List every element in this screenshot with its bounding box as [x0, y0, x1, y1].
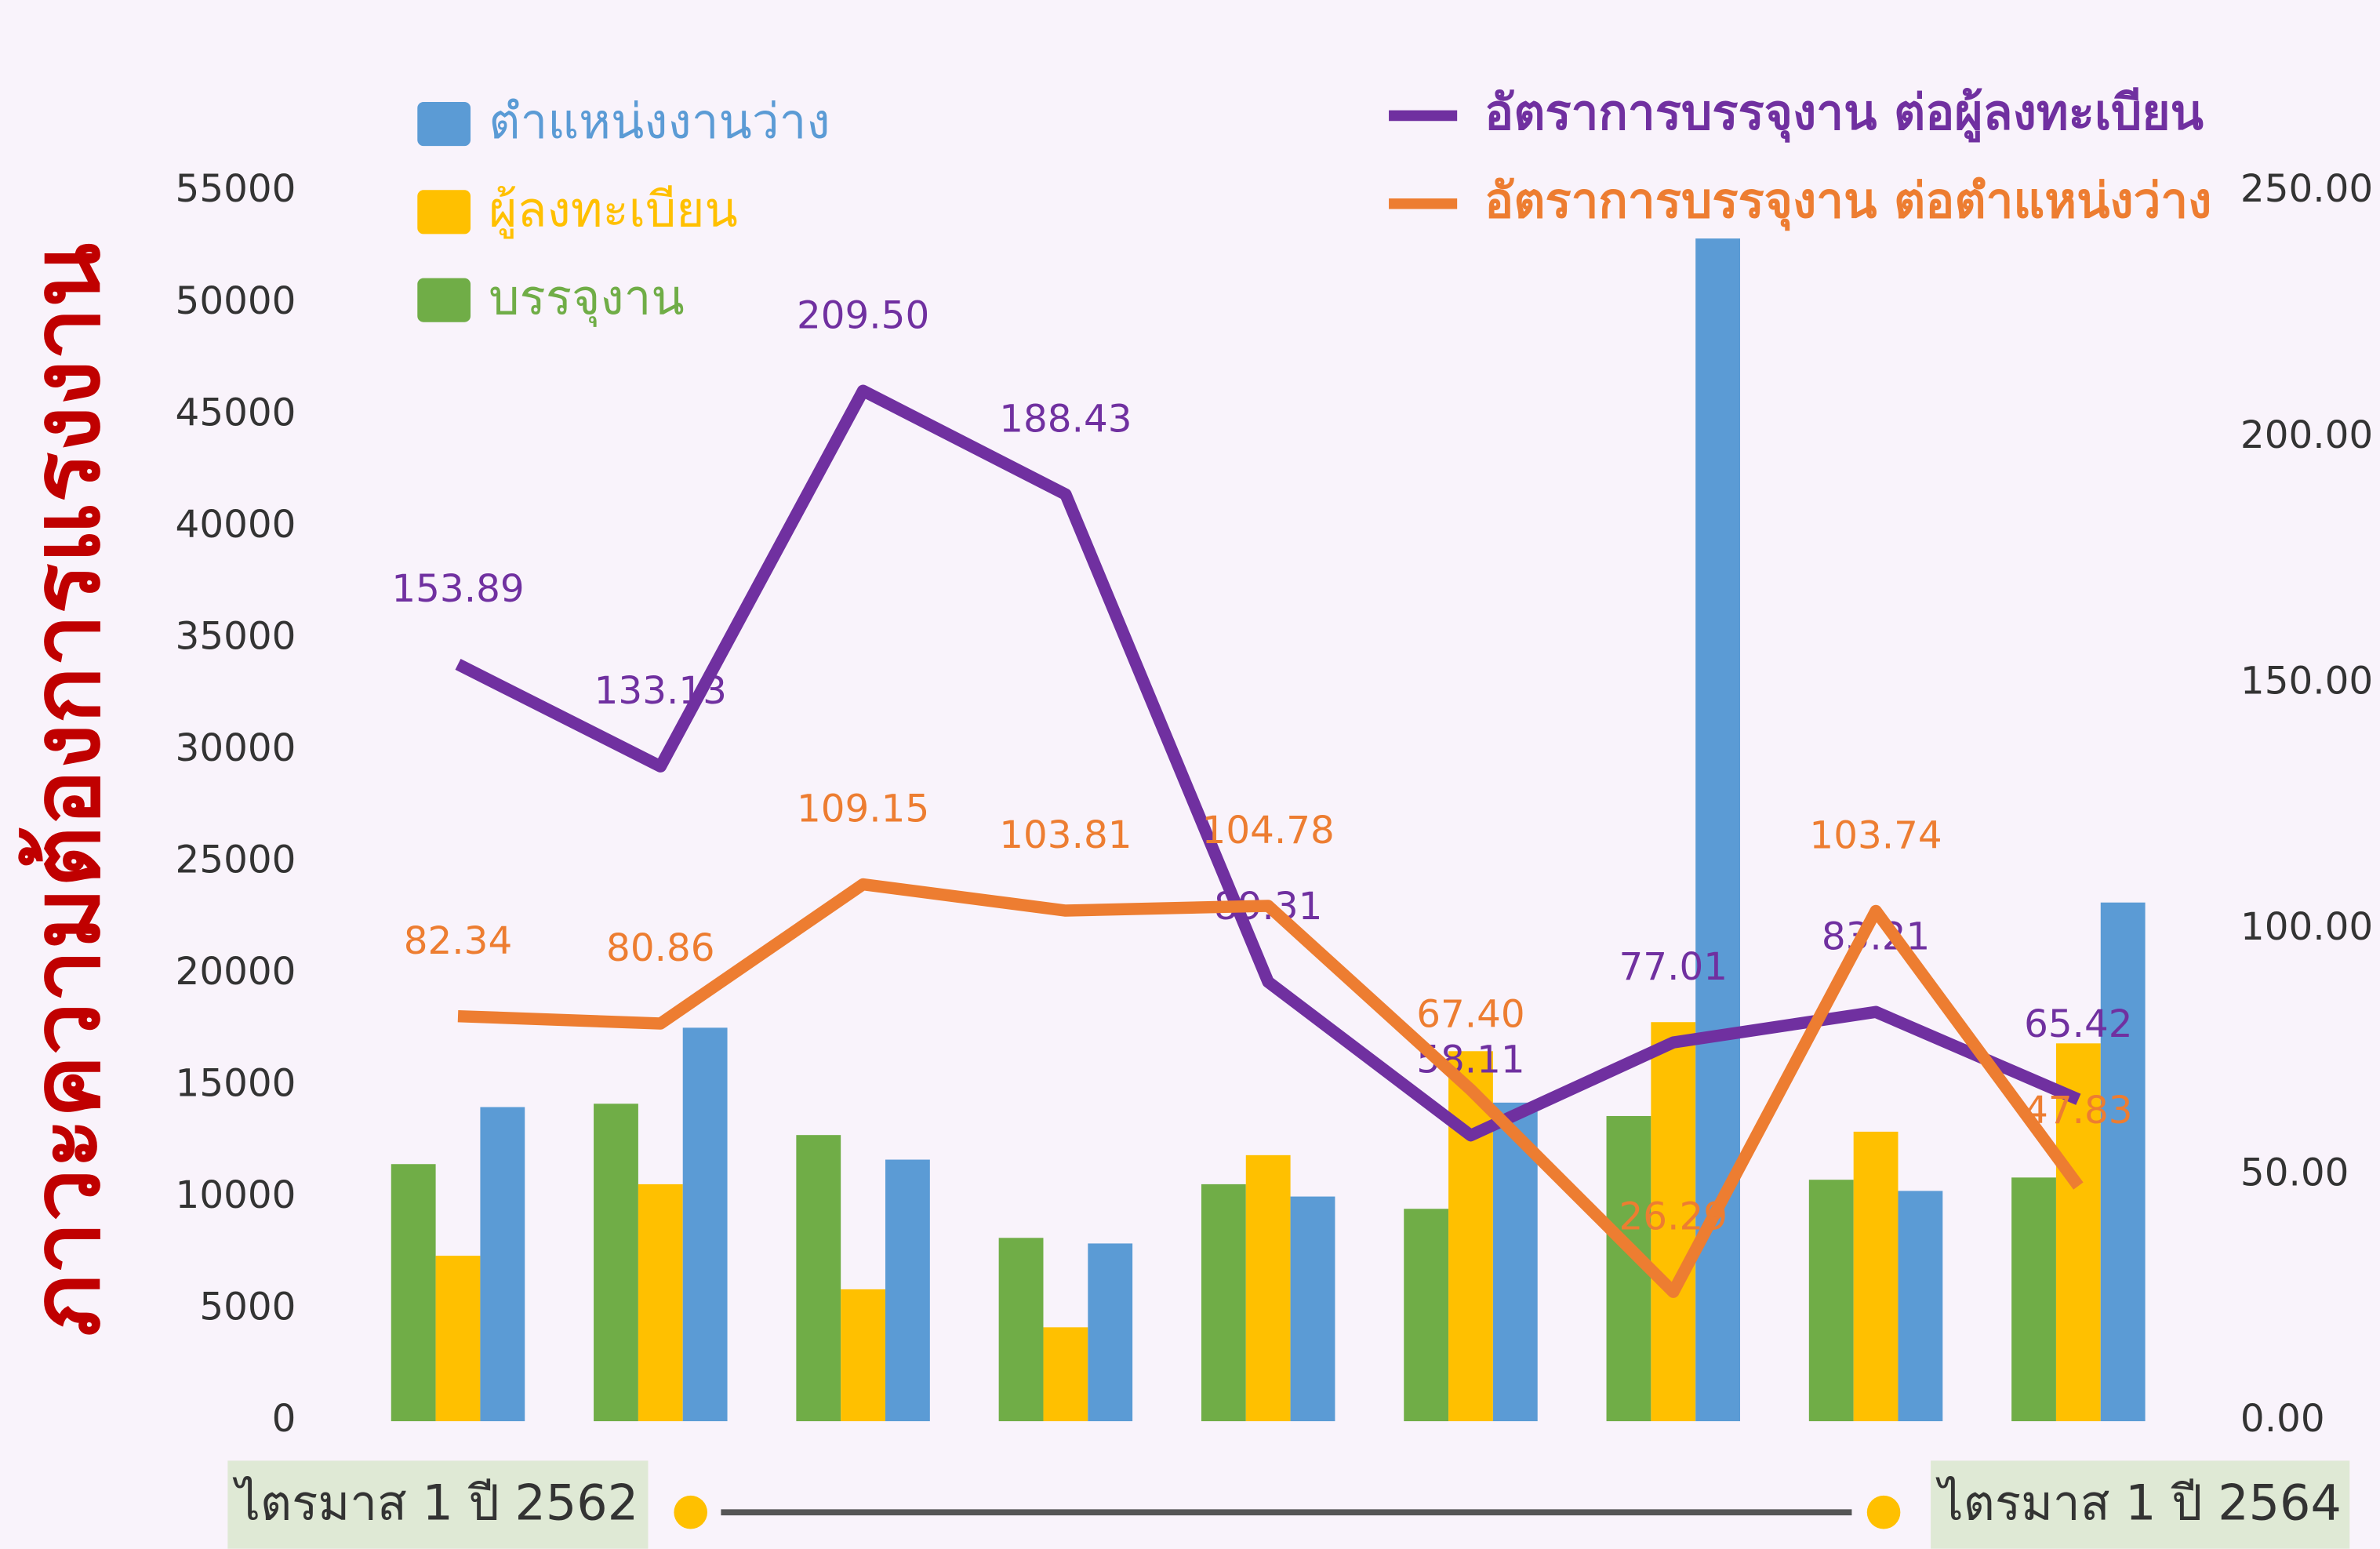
bar [796, 1135, 841, 1422]
annotation: ไตรมาส 1 ปี 2562 [232, 1475, 638, 1532]
y-tick-label: 50000 [176, 279, 296, 323]
bar [682, 1027, 728, 1422]
timeline-dot [674, 1495, 707, 1529]
bar [998, 1238, 1044, 1422]
chart-title: ภาวะความต้องการแรงงาน [13, 243, 122, 1336]
y-tick-label: 25000 [176, 838, 296, 882]
bar [1043, 1327, 1088, 1422]
y-tick-label: 10000 [176, 1173, 296, 1217]
bar [594, 1104, 638, 1422]
legend-swatch [417, 102, 471, 147]
bar [1201, 1184, 1246, 1422]
bar [2100, 902, 2146, 1422]
y2-tick-label: 150.00 [2240, 659, 2373, 703]
bar [391, 1164, 436, 1422]
legend-label: บรรจุงาน [489, 270, 684, 327]
legend-label: ผู้ลงทะเบียน [489, 181, 738, 238]
data-label: 103.74 [1809, 814, 1942, 858]
bar [1404, 1209, 1449, 1422]
y2-tick-label: 250.00 [2240, 167, 2373, 211]
legend-label: ตำแหน่งงานว่าง [489, 93, 830, 150]
line [457, 878, 2084, 1298]
bar [1898, 1191, 1943, 1422]
bar [1290, 1196, 1335, 1422]
data-label: 77.01 [1619, 945, 1728, 989]
bar [2011, 1177, 2056, 1422]
y-tick-label: 15000 [176, 1061, 296, 1105]
data-label: 103.81 [999, 813, 1132, 857]
timeline-dot [1866, 1495, 1901, 1529]
y-tick-label: 40000 [176, 503, 296, 547]
annotation: ไตรมาส 1 ปี 2564 [1935, 1475, 2342, 1532]
data-label: 104.78 [1202, 809, 1335, 853]
y2-tick-label: 200.00 [2240, 413, 2373, 457]
data-label: 80.86 [606, 926, 715, 970]
data-label: 188.43 [999, 397, 1132, 441]
y-tick-label: 35000 [176, 614, 296, 658]
bar [638, 1184, 683, 1422]
data-label: 67.40 [1416, 992, 1525, 1036]
legend-swatch [417, 278, 471, 322]
data-label: 209.50 [797, 293, 929, 337]
y-tick-label: 45000 [176, 391, 296, 435]
annotation-box [1931, 1460, 2350, 1549]
annotation-box [227, 1460, 649, 1549]
data-label: 65.42 [2024, 1002, 2133, 1046]
bar [480, 1107, 525, 1422]
legend-label: อัตราการบรรจุงาน ต่อผู้ลงทะเบียน [1484, 85, 2204, 143]
bar [2055, 1043, 2101, 1422]
y-tick-label: 0 [272, 1397, 296, 1441]
bar [841, 1289, 886, 1422]
bar [1088, 1243, 1133, 1422]
data-label: 109.15 [797, 787, 929, 831]
bar [1245, 1154, 1291, 1422]
y2-tick-label: 50.00 [2240, 1151, 2349, 1194]
bar [1853, 1131, 1899, 1422]
y-tick-label: 5000 [199, 1285, 296, 1329]
data-label: 153.89 [391, 567, 524, 611]
data-label: 82.34 [404, 919, 513, 963]
legend-label: อัตราการบรรจุงาน ต่อตำแหน่งว่าง [1484, 173, 2211, 231]
bar [435, 1256, 481, 1422]
data-label: 26.29 [1619, 1194, 1728, 1238]
y2-tick-label: 100.00 [2240, 905, 2373, 949]
bar [885, 1159, 930, 1422]
y2-tick-label: 0.00 [2240, 1397, 2325, 1441]
line [455, 384, 2081, 1142]
data-label: 47.83 [2024, 1089, 2133, 1133]
bar [1808, 1180, 1854, 1422]
y-tick-label: 55000 [176, 167, 296, 211]
y-tick-label: 30000 [176, 726, 296, 770]
y-tick-label: 20000 [176, 950, 296, 994]
legend-swatch [417, 190, 471, 235]
bar [1651, 1022, 1696, 1422]
data-label: 133.13 [594, 669, 727, 713]
